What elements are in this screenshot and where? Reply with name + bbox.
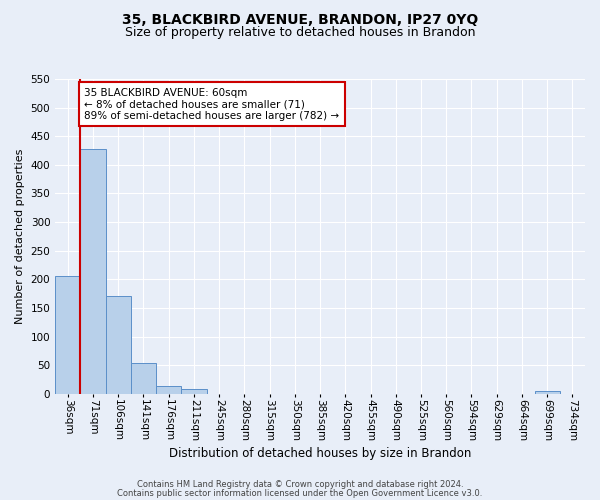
Text: 35 BLACKBIRD AVENUE: 60sqm
← 8% of detached houses are smaller (71)
89% of semi-: 35 BLACKBIRD AVENUE: 60sqm ← 8% of detac… xyxy=(84,88,340,121)
Text: 35, BLACKBIRD AVENUE, BRANDON, IP27 0YQ: 35, BLACKBIRD AVENUE, BRANDON, IP27 0YQ xyxy=(122,12,478,26)
Text: Contains HM Land Registry data © Crown copyright and database right 2024.: Contains HM Land Registry data © Crown c… xyxy=(137,480,463,489)
Y-axis label: Number of detached properties: Number of detached properties xyxy=(15,148,25,324)
Bar xyxy=(535,391,560,394)
Bar xyxy=(55,276,80,394)
Text: Contains public sector information licensed under the Open Government Licence v3: Contains public sector information licen… xyxy=(118,489,482,498)
Bar xyxy=(106,296,131,394)
Text: Size of property relative to detached houses in Brandon: Size of property relative to detached ho… xyxy=(125,26,475,39)
Bar xyxy=(181,388,206,394)
Bar xyxy=(156,386,181,394)
Bar xyxy=(80,149,106,394)
Bar xyxy=(131,364,156,394)
X-axis label: Distribution of detached houses by size in Brandon: Distribution of detached houses by size … xyxy=(169,447,471,460)
